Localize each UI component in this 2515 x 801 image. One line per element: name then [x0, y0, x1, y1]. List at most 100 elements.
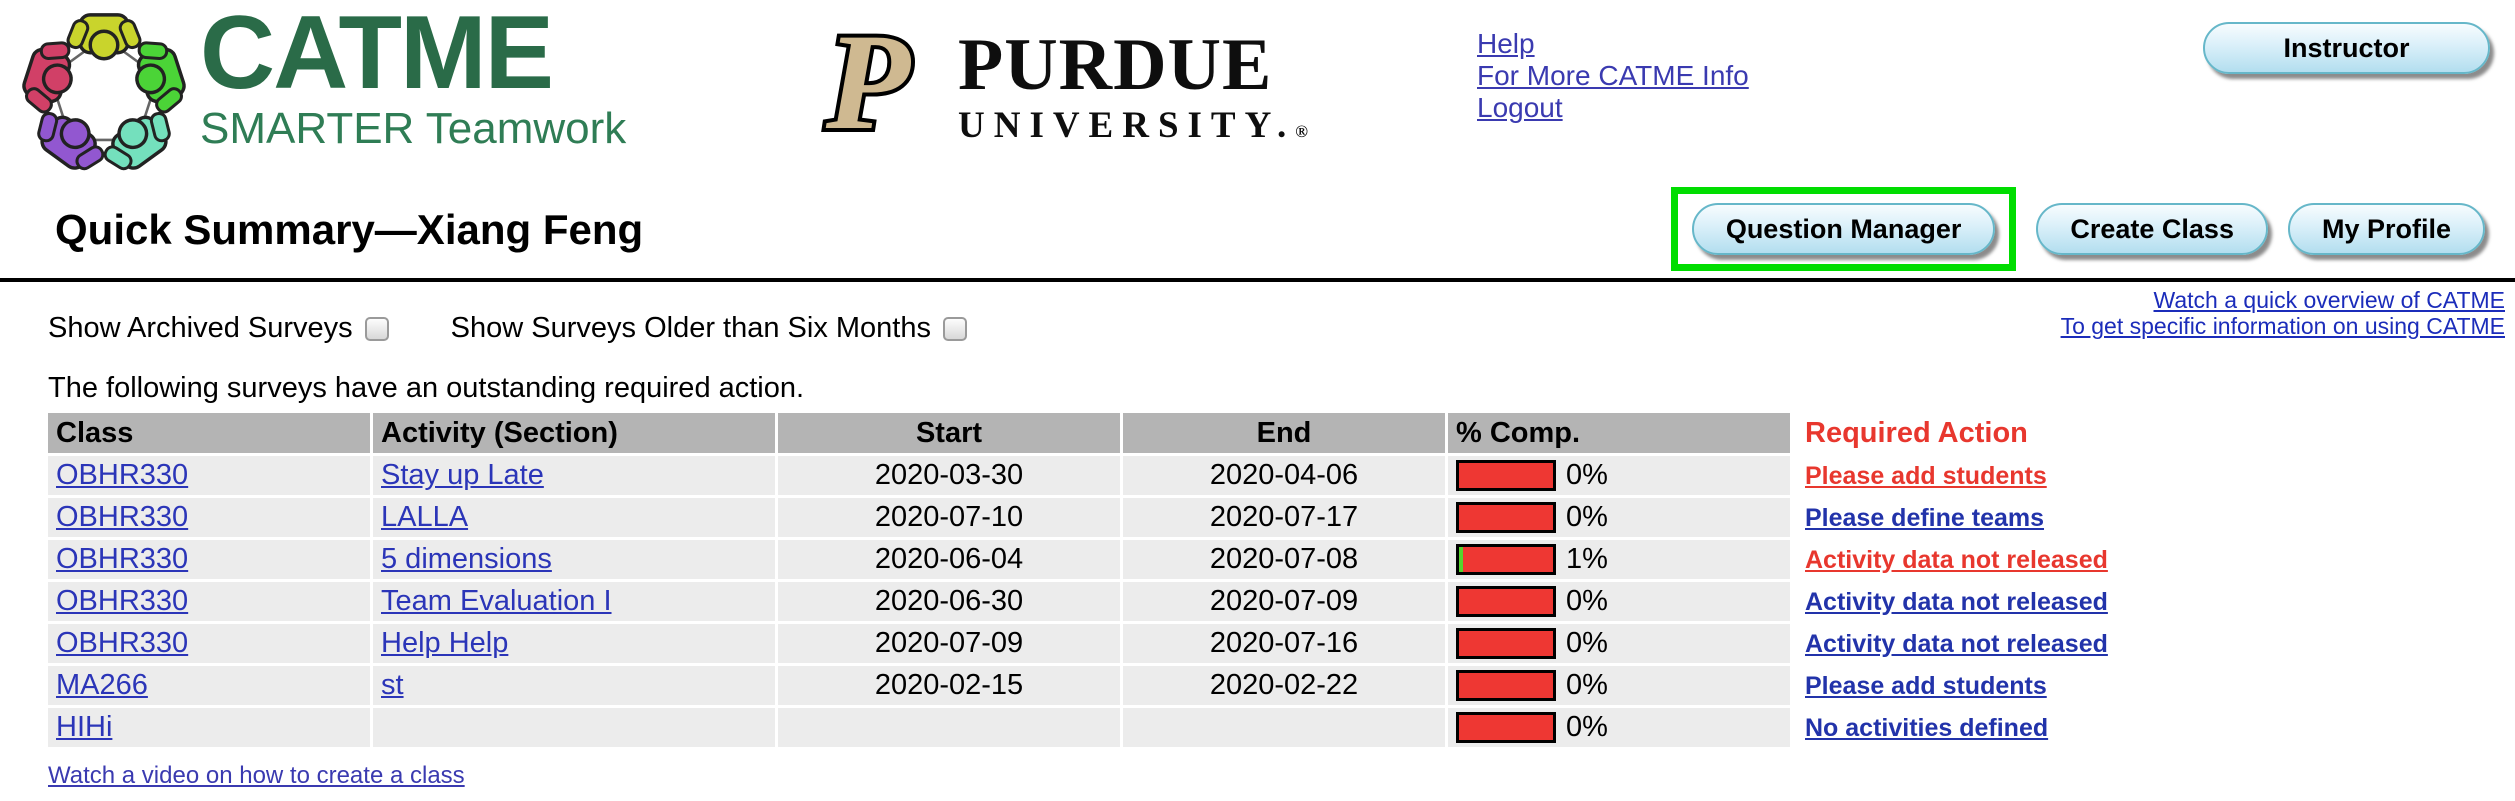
class-link[interactable]: OBHR330 — [56, 627, 189, 659]
more-catme-info-link[interactable]: For More CATME Info — [1477, 60, 1749, 91]
completion-percent: 1% — [1566, 543, 1608, 576]
purdue-subtitle: UNIVERSITY.® — [958, 104, 1308, 146]
completion-bar-fill — [1459, 547, 1463, 573]
completion-bar — [1456, 670, 1556, 702]
activity-link[interactable]: st — [381, 669, 404, 701]
specific-info-link[interactable]: To get specific information on using CAT… — [2060, 313, 2505, 339]
activity-link[interactable]: Help Help — [381, 627, 509, 659]
catme-title: CATME — [200, 0, 554, 111]
start-date: 2020-06-04 — [778, 540, 1120, 579]
activity-link[interactable]: LALLA — [381, 501, 469, 533]
catme-wordmark: CATME SMARTER Teamwork — [200, 0, 627, 154]
show-older-checkbox[interactable] — [942, 316, 967, 341]
required-action-link[interactable]: Please define teams — [1805, 504, 2045, 532]
class-link[interactable]: OBHR330 — [56, 585, 189, 617]
start-date — [778, 708, 1120, 747]
start-date: 2020-06-30 — [778, 582, 1120, 621]
completion-bar — [1456, 460, 1556, 492]
page-title: Quick Summary—Xiang Feng — [55, 206, 644, 253]
completion-bar — [1456, 712, 1556, 744]
question-manager-button[interactable]: Question Manager — [1691, 203, 1996, 255]
question-manager-highlight-box: Question Manager — [1670, 187, 2017, 271]
completion-bar — [1456, 586, 1556, 618]
class-link[interactable]: MA266 — [56, 669, 148, 701]
purdue-logo: P PURDUE UNIVERSITY.® — [788, 20, 1308, 154]
purdue-p-icon: P — [821, 20, 916, 154]
show-archived-label: Show Archived Surveys — [48, 312, 353, 344]
header-divider — [0, 278, 2515, 282]
end-date: 2020-07-08 — [1123, 540, 1445, 579]
required-action-link[interactable]: Please add students — [1805, 672, 2047, 700]
overview-links: Watch a quick overview of CATME To get s… — [2061, 287, 2505, 339]
show-older-label: Show Surveys Older than Six Months — [450, 312, 931, 344]
end-date: 2020-04-06 — [1123, 456, 1445, 495]
class-link[interactable]: OBHR330 — [56, 543, 189, 575]
col-header-activity: Activity (Section) — [373, 413, 775, 453]
svg-text:P: P — [825, 20, 912, 154]
table-row: OBHR330 Stay up Late 2020-03-30 2020-04-… — [48, 456, 2116, 495]
create-class-button[interactable]: Create Class — [2036, 203, 2268, 255]
activity-link[interactable]: 5 dimensions — [381, 543, 552, 575]
completion-bar — [1456, 628, 1556, 660]
completion-percent: 0% — [1566, 585, 1608, 618]
start-date: 2020-03-30 — [778, 456, 1120, 495]
registered-mark: ® — [1295, 121, 1308, 141]
col-header-end: End — [1123, 413, 1445, 453]
col-header-required-action: Required Action — [1793, 413, 2116, 453]
completion-percent: 0% — [1566, 627, 1608, 660]
completion-percent: 0% — [1566, 669, 1608, 702]
action-button-group: Question Manager Create Class My Profile — [1670, 186, 2485, 272]
class-link[interactable]: OBHR330 — [56, 501, 189, 533]
end-date: 2020-07-09 — [1123, 582, 1445, 621]
completion-percent: 0% — [1566, 711, 1608, 744]
instructor-button[interactable]: Instructor — [2203, 22, 2490, 74]
show-archived-checkbox[interactable] — [364, 316, 389, 341]
catme-people-circle-icon — [22, 13, 186, 171]
start-date: 2020-07-10 — [778, 498, 1120, 537]
end-date — [1123, 708, 1445, 747]
help-link[interactable]: Help — [1477, 28, 1535, 59]
completion-percent: 0% — [1566, 501, 1608, 534]
class-link[interactable]: HIHi — [56, 711, 113, 743]
purdue-title: PURDUE — [958, 23, 1273, 106]
filter-bar: Show Archived Surveys Show Surveys Older… — [48, 312, 967, 345]
completion-bar — [1456, 544, 1556, 576]
table-row: OBHR330 Help Help 2020-07-09 2020-07-16 … — [48, 624, 2116, 663]
table-row: MA266 st 2020-02-15 2020-02-22 0% Please… — [48, 666, 2116, 705]
start-date: 2020-07-09 — [778, 624, 1120, 663]
end-date: 2020-02-22 — [1123, 666, 1445, 705]
start-date: 2020-02-15 — [778, 666, 1120, 705]
end-date: 2020-07-17 — [1123, 498, 1445, 537]
table-row: HIHi 0% No activities defined — [48, 708, 2116, 747]
purdue-wordmark: PURDUE UNIVERSITY.® — [958, 28, 1308, 147]
required-action-link[interactable]: Please add students — [1805, 462, 2047, 490]
required-action-link[interactable]: Activity data not released — [1805, 588, 2108, 616]
required-action-link[interactable]: Activity data not released — [1805, 630, 2108, 658]
create-class-video-link[interactable]: Watch a video on how to create a class — [48, 762, 465, 789]
table-header-row: Class Activity (Section) Start End % Com… — [48, 413, 2116, 453]
required-action-link[interactable]: Activity data not released — [1805, 546, 2108, 574]
survey-table: Class Activity (Section) Start End % Com… — [45, 410, 2119, 750]
col-header-class: Class — [48, 413, 370, 453]
completion-bar — [1456, 502, 1556, 534]
my-profile-button[interactable]: My Profile — [2287, 203, 2485, 255]
catme-subtitle: SMARTER Teamwork — [200, 103, 627, 153]
col-header-pct: % Comp. — [1448, 413, 1790, 453]
activity-link[interactable]: Team Evaluation I — [381, 585, 612, 617]
col-header-start: Start — [778, 413, 1120, 453]
table-row: OBHR330 5 dimensions 2020-06-04 2020-07-… — [48, 540, 2116, 579]
quick-overview-link[interactable]: Watch a quick overview of CATME — [2153, 287, 2506, 313]
table-row: OBHR330 LALLA 2020-07-10 2020-07-17 0% P… — [48, 498, 2116, 537]
intro-text: The following surveys have an outstandin… — [48, 372, 805, 404]
table-row: OBHR330 Team Evaluation I 2020-06-30 202… — [48, 582, 2116, 621]
class-link[interactable]: OBHR330 — [56, 459, 189, 491]
catme-logo: CATME SMARTER Teamwork — [18, 0, 627, 182]
activity-link[interactable]: Stay up Late — [381, 459, 544, 491]
end-date: 2020-07-16 — [1123, 624, 1445, 663]
required-action-link[interactable]: No activities defined — [1805, 714, 2049, 742]
logout-link[interactable]: Logout — [1477, 92, 1563, 123]
footer-link-wrap: Watch a video on how to create a class — [48, 762, 465, 790]
top-nav-links: Help For More CATME Info Logout — [1477, 28, 1749, 124]
completion-percent: 0% — [1566, 459, 1608, 492]
